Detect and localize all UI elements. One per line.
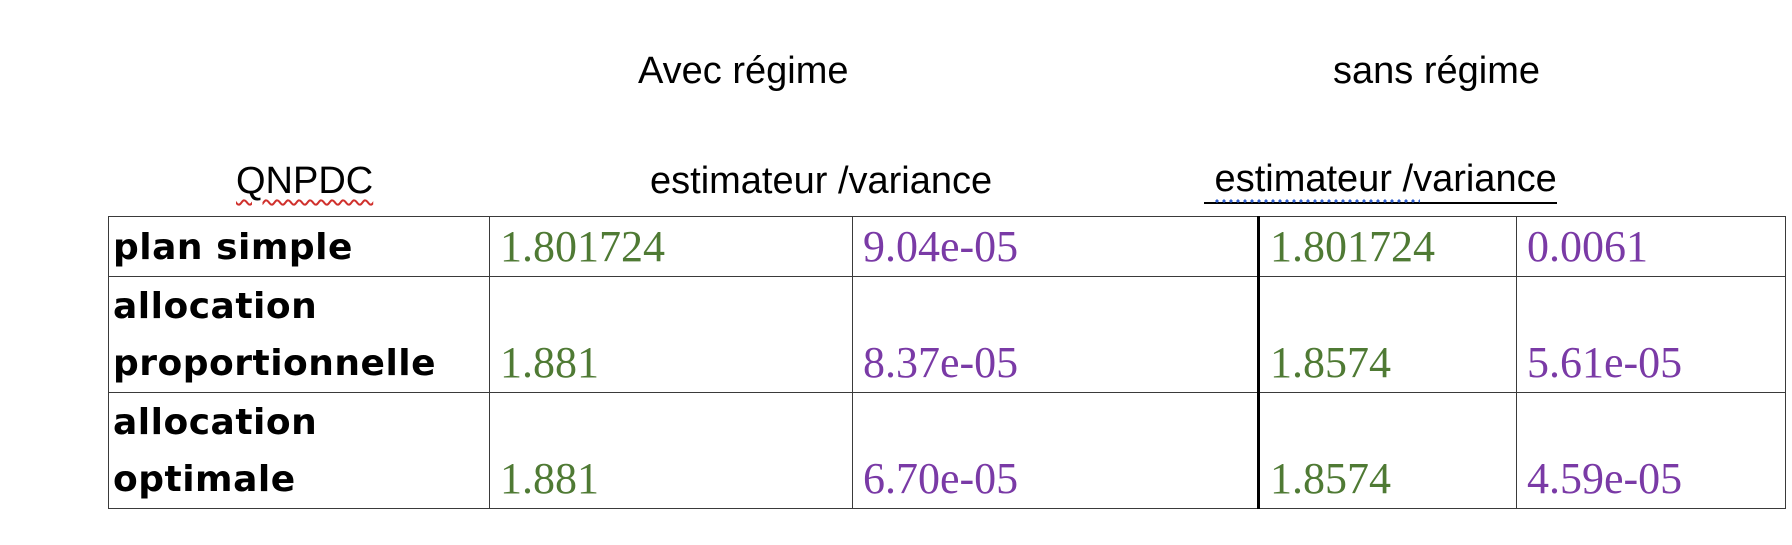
sans-estimateur-cell: 1.801724	[1257, 216, 1517, 277]
row-label: allocation proportionnelle	[108, 276, 490, 393]
results-table: plan simple 1.801724 9.04e-05 1.801724 0…	[108, 216, 1786, 509]
avec-estimateur-cell: 1.881	[489, 392, 853, 509]
header-sans-regime: sans régime	[1333, 50, 1540, 92]
row-label: plan simple	[108, 216, 490, 277]
header-estimateur-variance-avec: estimateur /variance	[650, 160, 993, 202]
estimateur-variance-sans-label: estimateur /variance	[1204, 158, 1557, 204]
row-label: allocation optimale	[108, 392, 490, 509]
avec-variance-cell: 9.04e-05	[852, 216, 1259, 277]
table-row: allocation optimale 1.881 6.70e-05 1.857…	[108, 392, 1786, 509]
header-estimateur-variance-sans: estimateur /variance	[1204, 158, 1557, 204]
header-qnpdc: QNPDC	[236, 162, 373, 200]
sans-variance-cell: 0.0061	[1516, 216, 1786, 277]
table-row: plan simple 1.801724 9.04e-05 1.801724 0…	[108, 216, 1786, 277]
table-row: allocation proportionnelle 1.881 8.37e-0…	[108, 276, 1786, 393]
avec-estimateur-cell: 1.881	[489, 276, 853, 393]
sans-estimateur-cell: 1.8574	[1257, 276, 1517, 393]
header-avec-regime: Avec régime	[638, 50, 849, 92]
avec-variance-cell: 6.70e-05	[852, 392, 1259, 509]
grammar-underline-mark	[1214, 198, 1420, 204]
avec-estimateur-cell: 1.801724	[489, 216, 853, 277]
sans-variance-cell: 4.59e-05	[1516, 392, 1786, 509]
sans-estimateur-cell: 1.8574	[1257, 392, 1517, 509]
qnpdc-label: QNPDC	[236, 160, 374, 202]
sans-variance-cell: 5.61e-05	[1516, 276, 1786, 393]
avec-variance-cell: 8.37e-05	[852, 276, 1259, 393]
